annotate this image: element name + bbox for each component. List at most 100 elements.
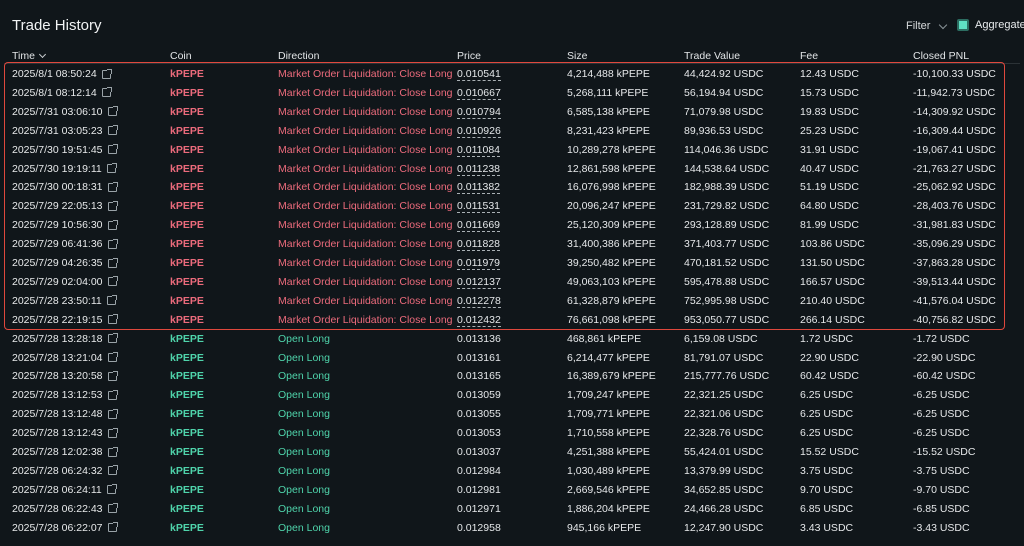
table-row[interactable]: 2025/7/28 06:22:07 kPEPE Open Long 0.012958…	[0, 519, 1024, 538]
external-link-icon[interactable]	[107, 352, 118, 362]
external-link-icon[interactable]	[107, 257, 118, 268]
external-link-icon[interactable]	[107, 427, 118, 438]
table-row[interactable]: 2025/7/28 22:19:15 kPEPE Market Order Liqu…	[0, 311, 1024, 330]
table-row[interactable]: 2025/7/28 06:24:11 kPEPE Open Long 0.012981…	[0, 481, 1024, 500]
trade-direction: Market Order Liquidation: Close Long	[278, 200, 453, 213]
external-link-icon[interactable]	[107, 465, 118, 476]
trade-price-value: 0.011084	[457, 143, 501, 157]
table-row[interactable]: 2025/7/28 13:21:04 kPEPE Open Long 0.013161…	[0, 349, 1024, 368]
filter-dropdown[interactable]: Filter	[906, 20, 948, 32]
external-link-icon[interactable]	[106, 163, 117, 173]
external-link-icon[interactable]	[106, 295, 117, 306]
trade-time-label: 2025/7/28 23:50:11	[12, 294, 102, 307]
trade-closed-pnl: -14,309.92 USDC	[913, 105, 996, 118]
trade-fee: 210.40 USDC	[800, 294, 865, 307]
table-row[interactable]: 2025/7/31 03:05:23 kPEPE Market Order Liqu…	[0, 122, 1024, 141]
external-link-icon[interactable]	[107, 389, 118, 400]
external-link-icon[interactable]	[101, 87, 112, 98]
table-row[interactable]: 2025/7/30 19:19:11 kPEPE Market Order Liqu…	[0, 160, 1024, 179]
external-link-icon[interactable]	[107, 106, 118, 117]
trade-size: 1,709,771 kPEPE	[567, 408, 650, 421]
external-link-icon[interactable]	[107, 125, 118, 136]
table-row[interactable]: 2025/7/29 10:56:30 kPEPE Market Order Liqu…	[0, 216, 1024, 235]
table-row[interactable]: 2025/7/28 06:24:32 kPEPE Open Long 0.012984…	[0, 462, 1024, 481]
external-link-icon[interactable]	[107, 408, 118, 419]
trade-price: 0.010794	[457, 105, 501, 119]
trade-price: 0.012137	[457, 275, 501, 289]
external-link-icon[interactable]	[107, 200, 118, 211]
trade-size: 6,585,138 kPEPE	[567, 105, 650, 118]
external-link-icon[interactable]	[106, 484, 117, 495]
trade-direction: Open Long	[278, 332, 330, 345]
trade-size: 6,214,477 kPEPE	[567, 351, 650, 364]
trade-coin: kPEPE	[170, 351, 204, 364]
table-row[interactable]: 2025/7/30 19:51:45 kPEPE Market Order Liqu…	[0, 141, 1024, 160]
aggregate-toggle[interactable]: Aggregate	[957, 19, 1024, 31]
table-row[interactable]: 2025/7/31 03:06:10 kPEPE Market Order Liqu…	[0, 103, 1024, 122]
trade-coin: kPEPE	[170, 408, 204, 421]
trade-time: 2025/7/30 19:51:45	[12, 144, 118, 156]
table-row[interactable]: 2025/8/1 08:50:24 kPEPE Market Order Liqui…	[0, 65, 1024, 84]
trade-coin: kPEPE	[170, 521, 204, 534]
table-row[interactable]: 2025/7/28 06:22:43 kPEPE Open Long 0.012971…	[0, 500, 1024, 519]
trade-direction: Market Order Liquidation: Close Long	[278, 181, 453, 194]
trade-fee: 166.57 USDC	[800, 275, 865, 288]
external-link-icon[interactable]	[107, 333, 118, 344]
trade-value: 182,988.39 USDC	[684, 181, 770, 194]
trade-value: 24,466.28 USDC	[684, 502, 764, 515]
trade-price-value: 0.013053	[457, 427, 501, 440]
external-link-icon[interactable]	[107, 144, 118, 155]
trade-size: 61,328,879 kPEPE	[567, 294, 656, 307]
trade-fee: 64.80 USDC	[800, 200, 859, 213]
trade-time-label: 2025/7/31 03:05:23	[12, 124, 103, 137]
table-row[interactable]: 2025/7/28 12:02:38 kPEPE Open Long 0.013037…	[0, 443, 1024, 462]
trade-size: 31,400,386 kPEPE	[567, 238, 656, 251]
trade-size: 20,096,247 kPEPE	[567, 200, 656, 213]
trade-value: 953,050.77 USDC	[684, 313, 770, 326]
table-row[interactable]: 2025/8/1 08:12:14 kPEPE Market Order Liqui…	[0, 84, 1024, 103]
trade-price-value: 0.012958	[457, 521, 501, 534]
trade-price-value: 0.012971	[457, 502, 501, 515]
trade-time-label: 2025/7/30 19:19:11	[12, 162, 102, 175]
external-link-icon[interactable]	[107, 219, 118, 230]
external-link-icon[interactable]	[107, 503, 118, 514]
trade-time-label: 2025/7/28 13:12:53	[12, 389, 103, 402]
table-row[interactable]: 2025/7/28 13:12:48 kPEPE Open Long 0.013055…	[0, 405, 1024, 424]
aggregate-checkbox[interactable]	[957, 19, 969, 31]
column-header-time[interactable]: Time	[12, 50, 46, 62]
trade-fee: 25.23 USDC	[800, 124, 859, 137]
external-link-icon[interactable]	[107, 314, 118, 325]
table-row[interactable]: 2025/7/28 13:20:58 kPEPE Open Long 0.013165…	[0, 367, 1024, 386]
table-row[interactable]: 2025/7/29 06:41:36 kPEPE Market Order Liqu…	[0, 235, 1024, 254]
trade-time-label: 2025/7/29 02:04:00	[12, 275, 103, 288]
table-row[interactable]: 2025/7/29 02:04:00 kPEPE Market Order Liqu…	[0, 273, 1024, 292]
trade-size: 12,861,598 kPEPE	[567, 162, 656, 175]
trade-size: 1,709,247 kPEPE	[567, 389, 650, 402]
external-link-icon[interactable]	[107, 238, 118, 249]
trade-direction: Open Long	[278, 408, 330, 421]
trade-value: 595,478.88 USDC	[684, 275, 770, 288]
external-link-icon[interactable]	[107, 522, 118, 533]
table-row[interactable]: 2025/7/29 22:05:13 kPEPE Market Order Liqu…	[0, 197, 1024, 216]
trade-time-label: 2025/7/28 13:21:04	[12, 351, 103, 364]
trade-time: 2025/7/28 23:50:11	[12, 294, 117, 307]
trade-value: 81,791.07 USDC	[684, 351, 764, 364]
external-link-icon[interactable]	[107, 276, 118, 287]
external-link-icon[interactable]	[107, 446, 118, 457]
external-link-icon[interactable]	[101, 68, 112, 79]
table-row[interactable]: 2025/7/28 13:28:18 kPEPE Open Long 0.013136…	[0, 330, 1024, 349]
trade-time-label: 2025/7/28 06:24:32	[12, 464, 103, 477]
table-row[interactable]: 2025/7/28 13:12:53 kPEPE Open Long 0.013059…	[0, 386, 1024, 405]
external-link-icon[interactable]	[107, 181, 118, 192]
trade-price-value: 0.010794	[457, 105, 501, 119]
table-row[interactable]: 2025/7/30 00:18:31 kPEPE Market Order Liqu…	[0, 178, 1024, 197]
table-row[interactable]: 2025/7/28 23:50:11 kPEPE Market Order Liqu…	[0, 292, 1024, 311]
trade-size: 10,289,278 kPEPE	[567, 143, 656, 156]
table-row[interactable]: 2025/7/29 04:26:35 kPEPE Market Order Liqu…	[0, 254, 1024, 273]
column-header-coin: Coin	[170, 50, 192, 62]
external-link-icon[interactable]	[107, 370, 118, 381]
trade-fee: 3.75 USDC	[800, 464, 854, 477]
trade-time: 2025/7/28 13:20:58	[12, 370, 118, 382]
table-row[interactable]: 2025/7/28 13:12:43 kPEPE Open Long 0.013053…	[0, 424, 1024, 443]
trade-fee: 60.42 USDC	[800, 370, 859, 383]
